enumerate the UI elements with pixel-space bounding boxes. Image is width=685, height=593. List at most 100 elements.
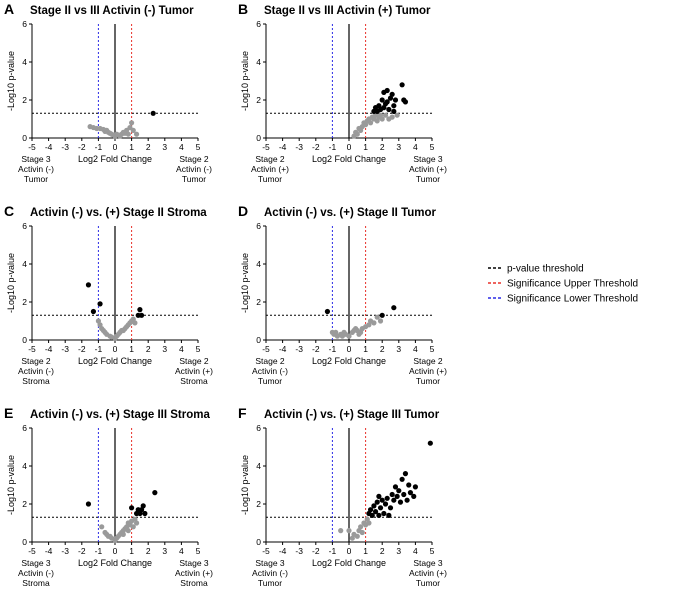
grey-point bbox=[120, 531, 126, 538]
y-tick-label: 6 bbox=[256, 221, 261, 231]
x-tick-label: 1 bbox=[363, 344, 368, 354]
y-tick-label: 2 bbox=[22, 499, 27, 509]
right-group-label: Activin (+) bbox=[409, 366, 447, 376]
right-group-label: Activin (+) bbox=[175, 366, 213, 376]
panel-title: Stage II vs III Activin (-) Tumor bbox=[30, 5, 194, 17]
black-point bbox=[367, 507, 374, 513]
y-tick-label: 0 bbox=[256, 537, 261, 547]
grey-point bbox=[346, 333, 352, 339]
right-group-label: Tumor bbox=[416, 174, 440, 184]
black-point bbox=[391, 103, 397, 109]
black-point bbox=[377, 505, 384, 511]
y-tick-label: 0 bbox=[256, 335, 261, 345]
right-group-label: Activin (+) bbox=[175, 568, 213, 578]
x-tick-label: 0 bbox=[347, 344, 352, 354]
panel-c: C Activin (-) vs. (+) Stage II Stroma -5 -4… bbox=[4, 203, 213, 386]
y-tick-label: 0 bbox=[256, 133, 261, 143]
x-tick-label: -1 bbox=[329, 546, 337, 556]
grey-point bbox=[371, 320, 377, 326]
left-group-label: Activin (-) bbox=[18, 366, 54, 376]
grey-point bbox=[389, 114, 395, 120]
panel-title: Activin (-) vs. (+) Stage II Tumor bbox=[264, 207, 437, 219]
x-tick-label: -3 bbox=[61, 546, 69, 556]
y-tick-label: 4 bbox=[22, 57, 27, 67]
x-tick-label: 2 bbox=[146, 546, 151, 556]
y-tick-label: 2 bbox=[256, 95, 261, 105]
black-point bbox=[384, 495, 390, 501]
left-group-label: Tumor bbox=[258, 174, 282, 184]
right-group-label: Stage 3 bbox=[179, 558, 209, 568]
grey-point bbox=[346, 528, 352, 534]
grey-point bbox=[358, 524, 364, 530]
x-tick-label: 2 bbox=[146, 142, 151, 152]
x-tick-label: -1 bbox=[95, 142, 103, 152]
x-tick-label: 5 bbox=[196, 344, 201, 354]
black-point bbox=[138, 312, 145, 318]
grey-point bbox=[133, 131, 140, 137]
grey-point bbox=[354, 131, 360, 137]
y-axis-label: -Log10 p-value bbox=[240, 455, 250, 515]
x-tick-label: 0 bbox=[113, 546, 118, 556]
black-point bbox=[406, 482, 412, 488]
left-group-label: Stage 2 bbox=[255, 356, 285, 366]
legend-label: Significance Lower Threshold bbox=[507, 294, 638, 305]
right-group-label: Stage 2 bbox=[179, 356, 209, 366]
y-tick-label: 2 bbox=[256, 297, 261, 307]
x-axis-label: Log2 Fold Change bbox=[78, 356, 152, 366]
black-point bbox=[97, 301, 103, 307]
black-point bbox=[392, 97, 399, 103]
x-tick-label: 5 bbox=[196, 546, 201, 556]
black-point bbox=[372, 509, 379, 515]
y-axis-label: -Log10 p-value bbox=[240, 253, 250, 313]
black-point bbox=[387, 505, 394, 511]
x-tick-label: -3 bbox=[295, 344, 303, 354]
right-group-label: Activin (+) bbox=[409, 568, 447, 578]
grey-point bbox=[367, 120, 374, 126]
left-group-label: Stroma bbox=[22, 376, 50, 386]
x-tick-label: -2 bbox=[312, 142, 320, 152]
panel-a: A Stage II vs III Activin (-) Tumor -5 -4 -3… bbox=[4, 1, 212, 184]
y-tick-label: 0 bbox=[22, 133, 27, 143]
x-tick-label: -1 bbox=[329, 142, 337, 152]
x-tick-label: 2 bbox=[380, 546, 385, 556]
y-tick-label: 6 bbox=[256, 423, 261, 433]
grey-point bbox=[379, 116, 385, 122]
panel-title: Activin (-) vs. (+) Stage II Stroma bbox=[30, 207, 207, 219]
x-tick-label: -5 bbox=[28, 344, 36, 354]
right-group-label: Stage 2 bbox=[413, 356, 443, 366]
panel-letter: E bbox=[4, 405, 13, 421]
grey-point bbox=[377, 318, 384, 324]
black-point bbox=[85, 282, 92, 288]
x-tick-label: -4 bbox=[45, 546, 53, 556]
grey-point bbox=[374, 314, 380, 320]
grey-point bbox=[382, 112, 389, 118]
x-tick-label: -2 bbox=[78, 546, 86, 556]
y-tick-label: 4 bbox=[22, 259, 27, 269]
x-tick-label: -4 bbox=[45, 142, 53, 152]
left-group-label: Stage 3 bbox=[255, 558, 285, 568]
left-group-label: Activin (-) bbox=[18, 164, 54, 174]
left-group-label: Tumor bbox=[258, 578, 282, 588]
black-point bbox=[142, 510, 148, 517]
x-tick-label: 2 bbox=[380, 142, 385, 152]
y-tick-label: 2 bbox=[22, 95, 27, 105]
x-axis-label: Log2 Fold Change bbox=[312, 356, 386, 366]
x-tick-label: 2 bbox=[146, 344, 151, 354]
x-tick-label: 5 bbox=[430, 546, 435, 556]
grey-point bbox=[359, 529, 365, 536]
black-point bbox=[389, 491, 395, 498]
left-group-label: Activin (-) bbox=[18, 568, 54, 578]
black-point bbox=[371, 503, 377, 509]
x-axis-label: Log2 Fold Change bbox=[312, 558, 386, 568]
x-tick-label: -5 bbox=[262, 546, 270, 556]
x-tick-label: 0 bbox=[113, 142, 118, 152]
x-tick-label: -4 bbox=[279, 142, 287, 152]
x-tick-label: 5 bbox=[196, 142, 201, 152]
x-axis-label: Log2 Fold Change bbox=[78, 154, 152, 164]
x-tick-label: 1 bbox=[363, 546, 368, 556]
y-tick-label: 4 bbox=[256, 461, 261, 471]
grey-point bbox=[129, 120, 135, 126]
x-tick-label: 1 bbox=[129, 546, 134, 556]
